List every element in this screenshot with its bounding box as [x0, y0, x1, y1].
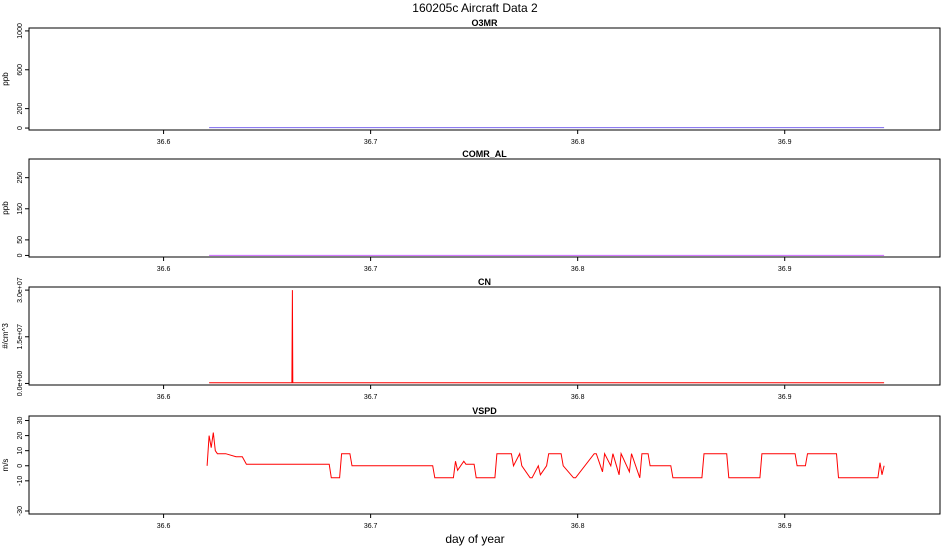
panel-title: CN: [478, 277, 491, 287]
y-axis-label: ppb: [1, 201, 10, 215]
y-axis-label: #/cm^3: [1, 323, 10, 349]
x-tick-label: 36.8: [571, 139, 585, 146]
x-tick-label: 36.9: [778, 523, 792, 530]
y-tick-label: 1000: [17, 23, 24, 39]
x-tick-label: 36.9: [778, 394, 792, 401]
y-tick-label: 250: [17, 172, 24, 184]
panel-2: COMR_AL 36.6 36.7 36.8 36.9 0 50 150 250 ppb: [1, 149, 941, 273]
panel-title: VSPD: [472, 406, 497, 416]
x-tick-label: 36.7: [364, 266, 378, 273]
y-axis-label: ppb: [1, 72, 10, 86]
y-tick-label: 0: [17, 253, 24, 257]
x-tick-label: 36.6: [157, 394, 171, 401]
panel-3: CN 36.6 36.7 36.8 36.9 0.0e+00 1.5e+07 3.0e+07 #…: [1, 277, 941, 401]
y-tick-label: 150: [17, 203, 24, 215]
plot-frame: [28, 27, 941, 131]
y-tick-label: 10: [17, 447, 24, 455]
y-tick-label: 0: [17, 464, 24, 468]
y-tick-label: 0.0e+00: [17, 371, 24, 397]
x-tick-label: 36.8: [571, 523, 585, 530]
y-tick-label: 20: [17, 432, 24, 440]
plot-frame: [28, 286, 941, 386]
series-line: [209, 290, 885, 384]
x-tick-label: 36.9: [778, 266, 792, 273]
y-tick-label: 600: [17, 64, 24, 76]
series-line: [206, 432, 885, 479]
panel-title: O3MR: [471, 18, 498, 28]
panel-4: VSPD 36.6 36.7 36.8 36.9 -30 -10 0 10 20 30 m/s: [1, 406, 941, 530]
y-axis-label: m/s: [1, 459, 10, 472]
y-tick-label: 50: [17, 236, 24, 244]
panel-title: COMR_AL: [462, 149, 507, 159]
y-tick-label: -30: [17, 506, 24, 516]
panel-1: O3MR 36.6 36.7 36.8 36.9 0 200 600 1000 ppb: [1, 18, 941, 146]
x-tick-label: 36.6: [157, 266, 171, 273]
x-tick-label: 36.6: [157, 139, 171, 146]
plot-frame: [28, 158, 941, 258]
y-tick-label: 200: [17, 103, 24, 115]
y-tick-label: 1.5e+07: [17, 324, 24, 350]
x-tick-label: 36.6: [157, 523, 171, 530]
x-tick-label: 36.8: [571, 394, 585, 401]
x-tick-label: 36.9: [778, 139, 792, 146]
y-tick-label: 0: [17, 126, 24, 130]
plot-frame: [28, 415, 941, 515]
x-axis-label: day of year: [445, 532, 504, 546]
figure-title: 160205c Aircraft Data 2: [412, 1, 538, 15]
x-tick-label: 36.8: [571, 266, 585, 273]
y-tick-label: -10: [17, 476, 24, 486]
x-tick-label: 36.7: [364, 139, 378, 146]
y-tick-label: 30: [17, 417, 24, 425]
y-tick-label: 3.0e+07: [17, 277, 24, 303]
x-tick-label: 36.7: [364, 394, 378, 401]
x-tick-label: 36.7: [364, 523, 378, 530]
